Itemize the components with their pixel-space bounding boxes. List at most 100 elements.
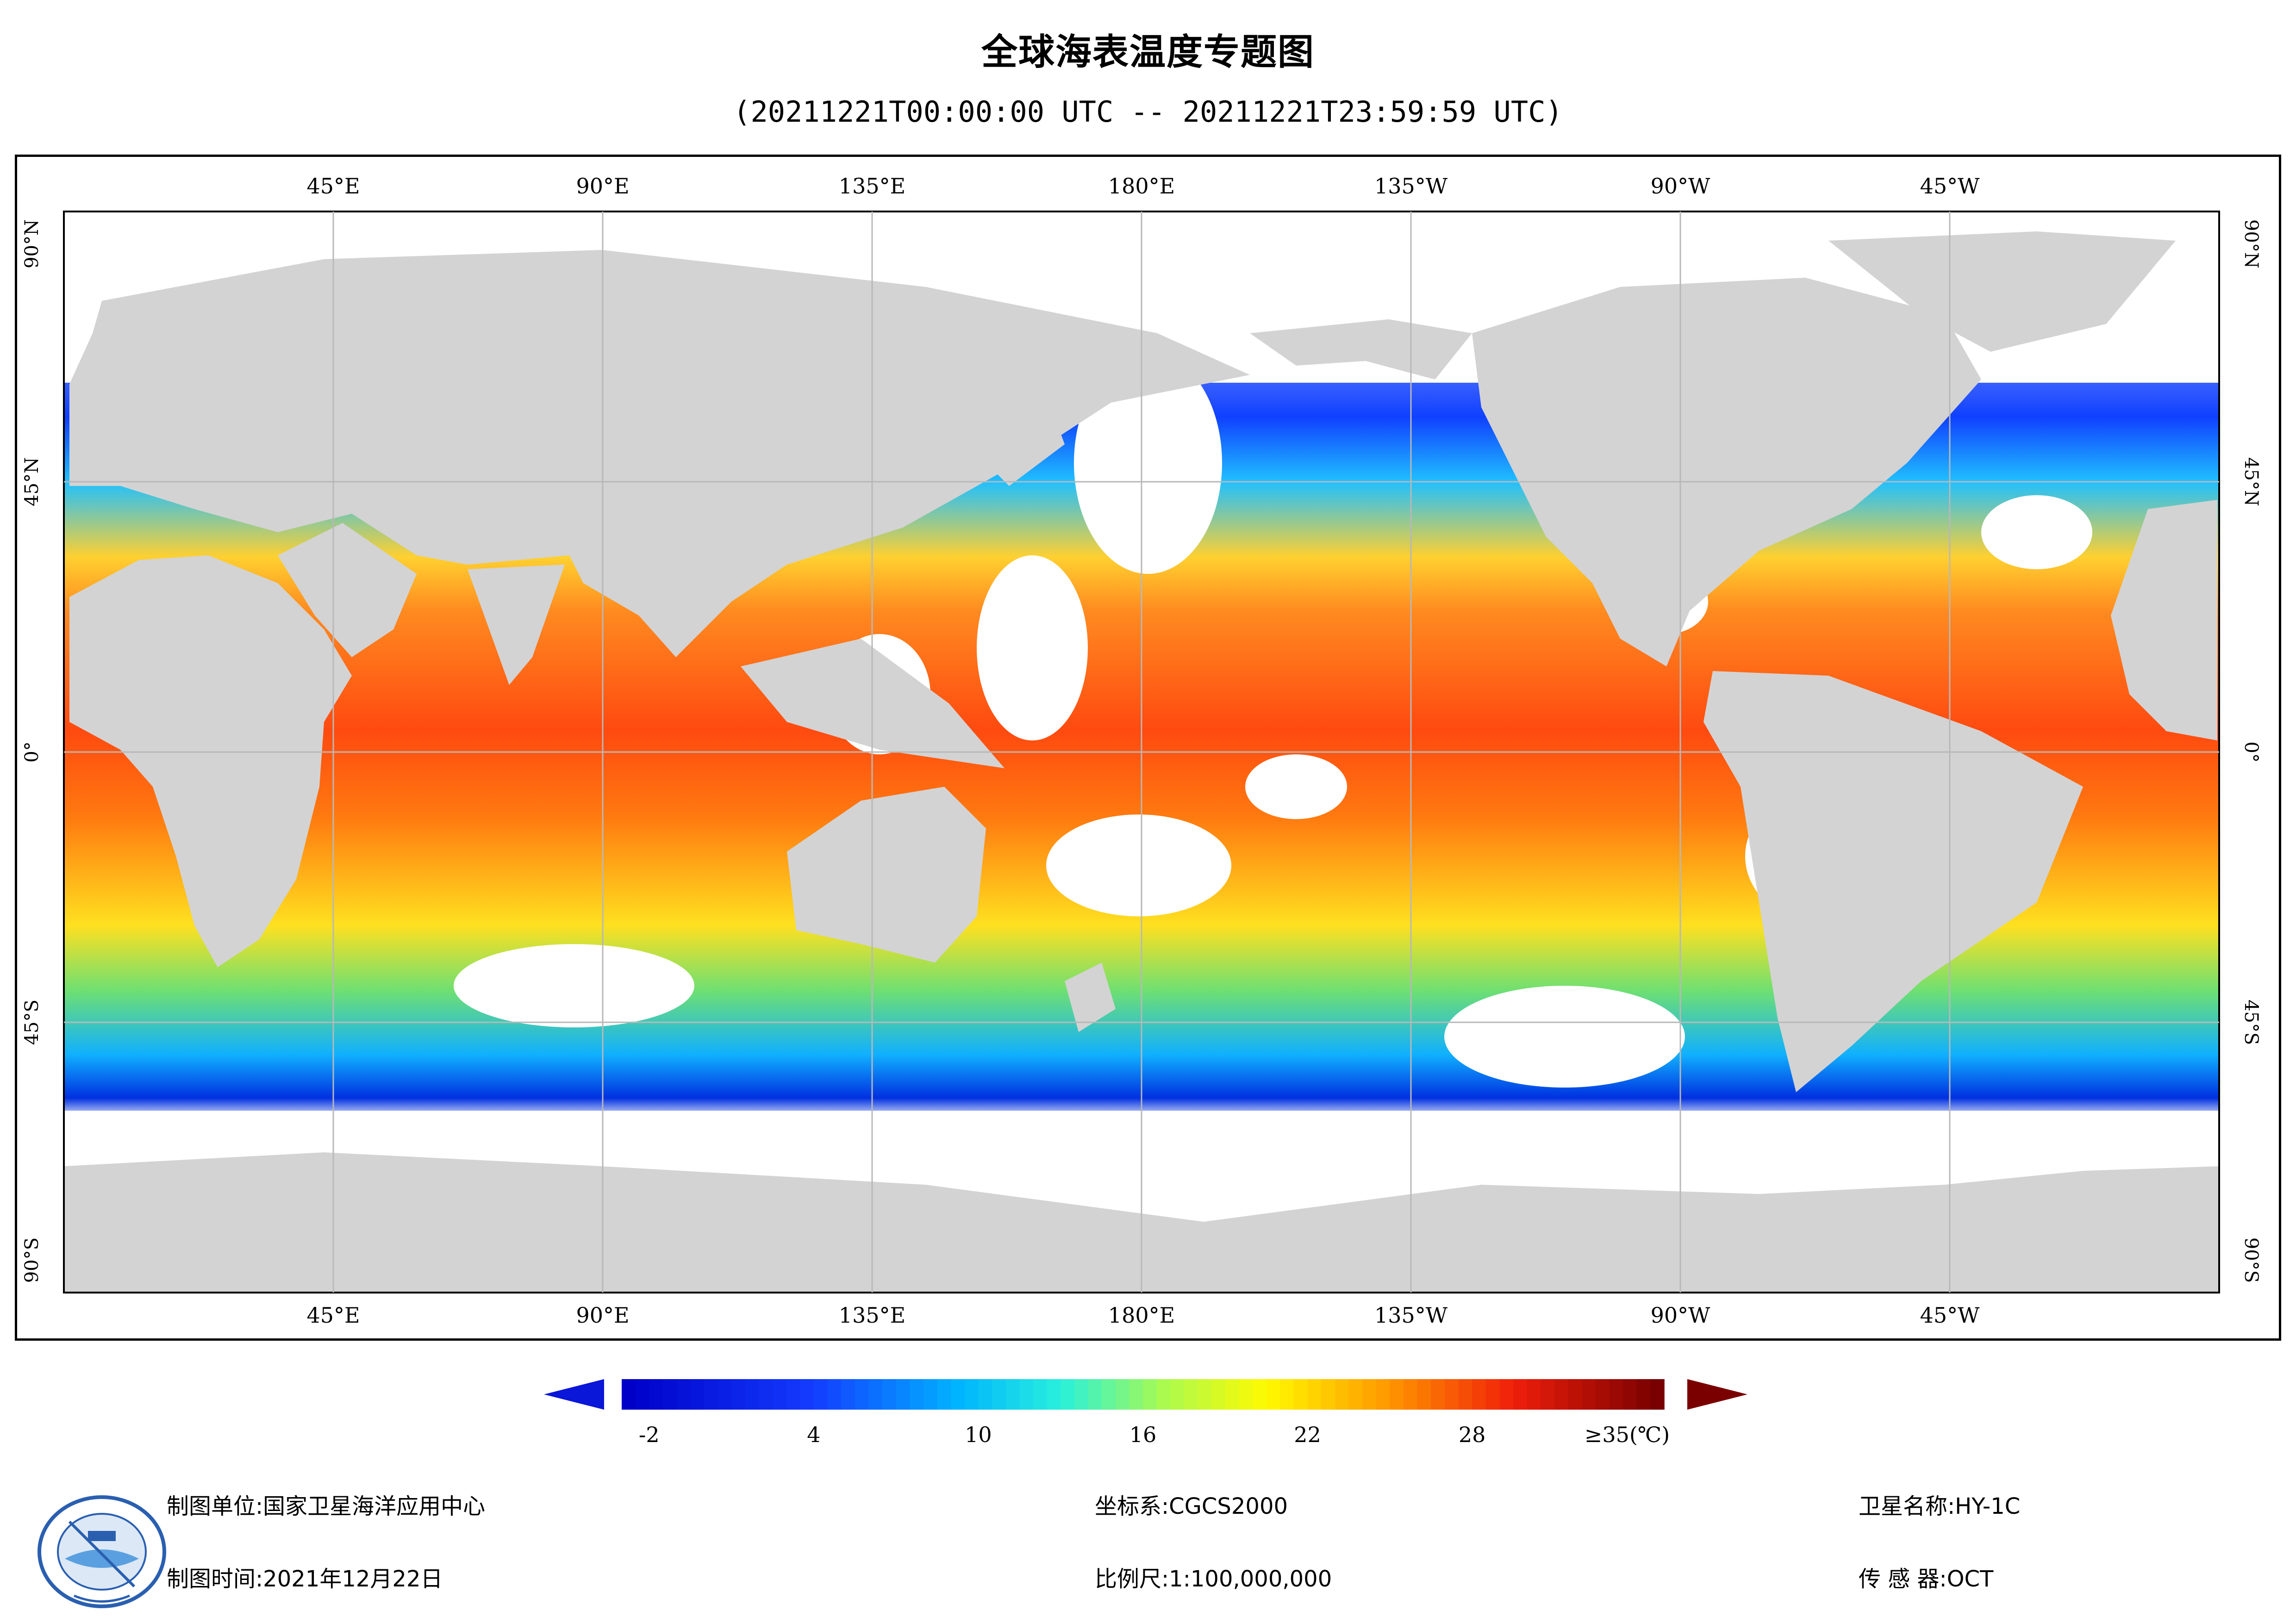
arabia-land [278,523,417,657]
mapping-date: 制图时间:2021年12月22日 [167,1566,443,1592]
colorbar-cell [1088,1379,1102,1410]
colorbar-tick-label: 22 [1294,1422,1321,1447]
colorbar-cell [649,1379,663,1410]
colorbar-cell [1198,1379,1212,1410]
left-lat-label: 0° [21,741,43,762]
top-lon-label: 135°E [839,174,905,199]
left-lat-label: 45°N [21,457,43,506]
colorbar-cell [1115,1379,1130,1410]
top-lon-label: 45°W [1920,174,1980,199]
colorbar-cell [827,1379,842,1410]
colorbar-cell [1472,1379,1486,1410]
colorbar-cell [1266,1379,1281,1410]
time-range-subtitle: (20211221T00:00:00 UTC -- 20211221T23:59… [733,95,1563,129]
colorbar-cell [1307,1379,1322,1410]
colorbar-cell [951,1379,965,1410]
top-lon-label: 180°E [1108,174,1175,199]
colorbar-cell [1623,1379,1637,1410]
colorbar-cell [1485,1379,1500,1410]
map-title: 全球海表温度专题图 [981,31,1315,73]
colorbar-cell [676,1379,691,1410]
colorbar-cell [1019,1379,1034,1410]
colorbar-cell [1156,1379,1171,1410]
colorbar-over-arrow [1687,1379,1747,1410]
bottom-lon-label: 45°W [1920,1303,1980,1328]
colorbar-cell [937,1379,951,1410]
colorbar-cell [1225,1379,1240,1410]
temperature-colorbar: -2 4 10 16 22 28 ≥35(℃) [544,1379,1747,1447]
top-lon-label: 45°E [306,174,360,199]
north-america-land [1472,278,1981,666]
left-latitude-labels: 90°N 45°N 0° 45°S 90°S [21,219,43,1283]
right-lat-label: 45°N [2240,457,2262,506]
colorbar-under-arrow [544,1379,604,1410]
colorbar-cell [1417,1379,1432,1410]
map-scale: 比例尺:1:100,000,000 [1095,1566,1332,1592]
colorbar-cell [662,1379,677,1410]
west-africa-land [2111,500,2217,740]
colorbar-cell [1184,1379,1198,1410]
colorbar-cell [1005,1379,1020,1410]
colorbar-tick-label: 16 [1129,1422,1157,1447]
colorbar-cell [1650,1379,1665,1410]
colorbar-cell [1102,1379,1116,1410]
colorbar-cell [1595,1379,1610,1410]
colorbar-cell [731,1379,746,1410]
colorbar-tick-label: 4 [807,1422,820,1447]
colorbar-cell [1335,1379,1349,1410]
left-lat-label: 90°N [21,219,43,268]
left-lat-label: 45°S [21,1000,43,1045]
bottom-lon-label: 135°W [1374,1303,1448,1328]
africa-land [69,555,352,967]
coordinate-system: 坐标系:CGCS2000 [1095,1493,1288,1519]
bottom-lon-label: 135°E [839,1303,905,1328]
colorbar-cell [1211,1379,1226,1410]
colorbar-tick-label: ≥35(℃) [1585,1422,1670,1447]
right-latitude-labels: 90°N 45°N 0° 45°S 90°S [2240,219,2262,1283]
top-lon-label: 90°E [576,174,629,199]
colorbar-cell [690,1379,705,1410]
colorbar-cell [1362,1379,1377,1410]
top-longitude-labels: 45°E 90°E 135°E 180°E 135°W 90°W 45°W [306,174,1980,199]
colorbar-cell [1293,1379,1308,1410]
colorbar-cell [1568,1379,1583,1410]
south-america-land [1703,671,2083,1092]
colorbar-cell [964,1379,979,1410]
new-zealand-land [1065,963,1116,1032]
colorbar-cell [1499,1379,1514,1410]
nsoas-logo [37,1495,166,1608]
greenland-land [1828,231,2176,352]
colorbar-cell [704,1379,718,1410]
colorbar-cell [1129,1379,1143,1410]
colorbar-cell [1376,1379,1391,1410]
colorbar-cell [772,1379,787,1410]
colorbar-cell [1280,1379,1294,1410]
bottom-lon-label: 180°E [1108,1303,1175,1328]
colorbar-cell [978,1379,992,1410]
colorbar-cell [1609,1379,1623,1410]
india-land [468,565,565,685]
right-lat-label: 0° [2240,741,2262,762]
bottom-lon-label: 45°E [306,1303,360,1328]
colorbar-cell [1348,1379,1363,1410]
colorbar-cell [1061,1379,1075,1410]
colorbar-cell [813,1379,828,1410]
alaska-land [1250,319,1472,379]
top-lon-label: 135°W [1374,174,1448,199]
colorbar-cell [855,1379,869,1410]
bottom-lon-label: 90°W [1651,1303,1711,1328]
colorbar-cell [1444,1379,1459,1410]
colorbar-cell [800,1379,814,1410]
colorbar-cell [1321,1379,1335,1410]
colorbar-cell [786,1379,801,1410]
bottom-longitude-labels: 45°E 90°E 135°E 180°E 135°W 90°W 45°W [306,1303,1980,1328]
colorbar-cell [1636,1379,1651,1410]
colorbar-cell [868,1379,883,1410]
colorbar-cell [1033,1379,1048,1410]
graticule [64,211,2219,1293]
right-lat-label: 45°S [2240,1000,2262,1045]
colorbar-cell [1143,1379,1157,1410]
colorbar-cell [841,1379,855,1410]
japan-land [991,407,1065,486]
left-lat-label: 90°S [21,1237,43,1283]
